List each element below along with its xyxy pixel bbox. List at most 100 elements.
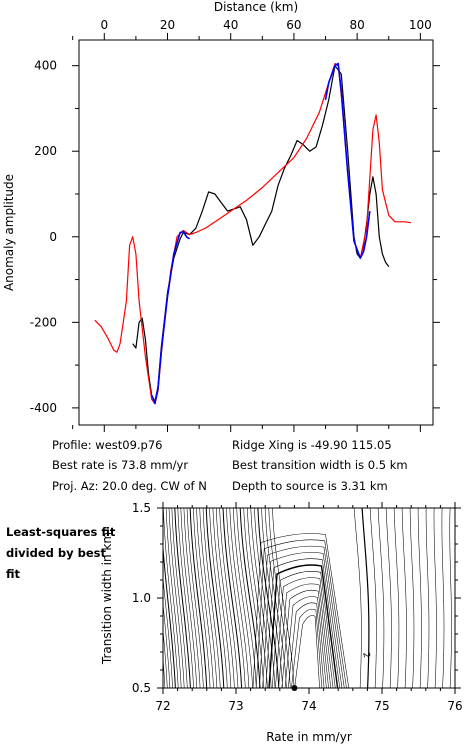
- contour-line: [196, 508, 214, 688]
- rate-tick-label: 76: [447, 699, 462, 713]
- best-rate-text: Best rate is 73.8 mm/yr: [52, 458, 189, 472]
- contour-line: [163, 626, 168, 688]
- rate-tick-label: 73: [228, 699, 243, 713]
- distance-tick-label: 100: [409, 18, 432, 32]
- contour-line: [219, 508, 239, 688]
- transition-width-axis-label: Transition width in km: [100, 532, 114, 665]
- contour-line: [268, 564, 339, 688]
- contour-line: [165, 508, 182, 688]
- contour-line: [272, 508, 295, 688]
- rate-tick-label: 75: [374, 699, 389, 713]
- contour-plot-frame: [162, 507, 456, 689]
- contour-line: [287, 602, 325, 688]
- amplitude-tick-label: 0: [49, 230, 57, 244]
- contour-line: [186, 508, 204, 688]
- distance-tick-label: 60: [286, 18, 301, 32]
- contour-line: [189, 508, 208, 688]
- contour-line: [401, 508, 407, 688]
- contour-line: [265, 558, 341, 688]
- contour-line: [180, 508, 198, 688]
- width-tick-label: 1.0: [132, 591, 151, 605]
- contour-line: [177, 508, 194, 688]
- ridge-crossing-text: Ridge Xing is -49.90 115.05: [232, 438, 392, 452]
- projection-azimuth-text: Proj. Az: 20.0 deg. CW of N: [52, 479, 207, 493]
- contour-line: [174, 508, 191, 688]
- contour-line: [259, 545, 345, 688]
- contour-line: [233, 508, 253, 688]
- contour-line: [226, 508, 246, 688]
- contour-line: [243, 508, 264, 688]
- amplitude-axis-label: Anomaly amplitude: [2, 174, 16, 291]
- distance-tick-label: 80: [350, 18, 365, 32]
- best-fit-marker: [291, 685, 298, 691]
- contour-line: [275, 577, 334, 688]
- contour-line: [261, 508, 283, 688]
- anomaly-series-line-3: [150, 230, 191, 405]
- contour-line: [262, 552, 343, 688]
- anomaly-series-line-2: [94, 62, 411, 405]
- amplitude-tick-label: -200: [30, 315, 57, 329]
- profile-name-text: Profile: west09.p76: [52, 438, 163, 452]
- contour-line: [229, 508, 250, 688]
- contour-line: [163, 654, 166, 688]
- contour-line: [222, 508, 243, 688]
- anomaly-series-line-1: [132, 65, 390, 403]
- contour-line: [255, 539, 347, 688]
- contour-line: [183, 508, 201, 688]
- rate-tick-label: 72: [155, 699, 170, 713]
- contour-line: [369, 508, 377, 688]
- contour-line: [163, 508, 179, 688]
- contour-line: [278, 583, 332, 688]
- contour-line: [202, 508, 221, 688]
- contour-axis-ticks: 72 73 74 75 76 1.5 1.0 0.5: [132, 501, 463, 713]
- contour-line: [163, 601, 171, 688]
- contour-lines-group: 2: [163, 508, 466, 688]
- contour-line: [163, 575, 173, 688]
- amplitude-tick-label: 200: [34, 144, 57, 158]
- contour-line: [465, 508, 466, 688]
- contour-line: [268, 508, 291, 688]
- rate-tick-label: 74: [301, 699, 316, 713]
- contour-line: [171, 508, 188, 688]
- contour-line: [449, 508, 452, 688]
- contour-value-label: 2: [360, 652, 371, 659]
- contour-line: [417, 508, 422, 688]
- contour-line: [163, 541, 176, 688]
- contour-line: [252, 533, 350, 688]
- contour-line: [361, 508, 370, 688]
- contour-line: [433, 508, 437, 688]
- contour-line: [247, 508, 268, 688]
- contour-line: [377, 508, 385, 688]
- distance-tick-label: 0: [100, 18, 108, 32]
- contour-line: [168, 508, 185, 688]
- contour-line: [409, 508, 415, 688]
- amplitude-tick-label: 400: [34, 59, 57, 73]
- contour-line: [441, 508, 445, 688]
- contour-line: [393, 508, 400, 688]
- contour-line: [294, 615, 320, 688]
- depth-to-source-text: Depth to source is 3.31 km: [232, 479, 388, 493]
- contour-line: [353, 508, 362, 688]
- contour-line: [291, 608, 323, 688]
- contour-line: [271, 571, 336, 688]
- width-tick-label: 1.5: [132, 501, 151, 515]
- anomaly-series-group: [94, 62, 411, 405]
- contour-line: [281, 589, 329, 688]
- anomaly-plot-frame: [78, 39, 434, 426]
- contour-line: [239, 508, 261, 688]
- contour-line: [193, 508, 211, 688]
- anomaly-series-line-4: [324, 62, 371, 259]
- contour-line: [425, 508, 430, 688]
- contour-line: [212, 508, 232, 688]
- best-transition-width-text: Best transition width is 0.5 km: [232, 458, 408, 472]
- misfit-contour-chart: 2 72 73 74 75 76 1.5 1.0 0.5 Rate in mm/yr Tran…: [100, 501, 466, 744]
- contour-line: [215, 508, 235, 688]
- contour-description-note: Least-squares fit divided by best fit: [6, 525, 116, 581]
- contour-line: [284, 596, 327, 688]
- distance-tick-label: 40: [223, 18, 238, 32]
- anomaly-profile-chart: 0 20 40 60 80 100 400 200 0 -200 -400 Distance (km…: [2, 0, 440, 432]
- distance-tick-label: 20: [160, 18, 175, 32]
- contour-line: [236, 508, 257, 688]
- distance-axis-label: Distance (km): [214, 0, 298, 14]
